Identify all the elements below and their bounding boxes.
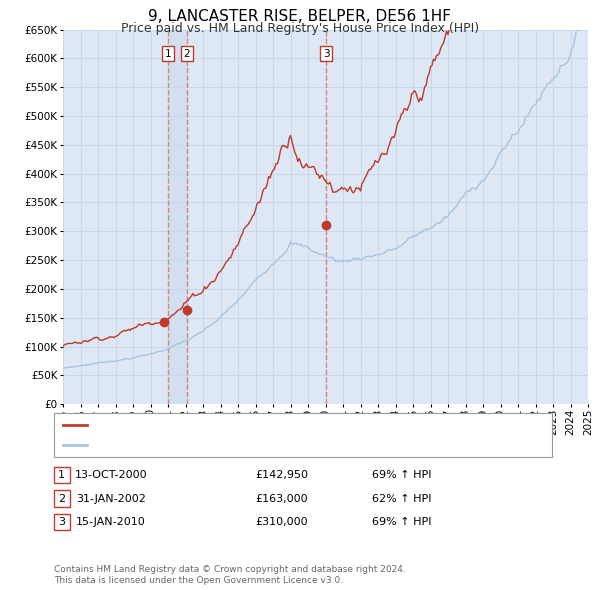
Text: £310,000: £310,000 [256,517,308,527]
Text: 13-OCT-2000: 13-OCT-2000 [74,470,148,480]
Text: 31-JAN-2002: 31-JAN-2002 [76,494,146,503]
Text: Contains HM Land Registry data © Crown copyright and database right 2024.
This d: Contains HM Land Registry data © Crown c… [54,565,406,585]
Text: 3: 3 [323,49,329,59]
Text: 2: 2 [58,494,65,503]
Text: 9, LANCASTER RISE, BELPER, DE56 1HF: 9, LANCASTER RISE, BELPER, DE56 1HF [149,9,452,24]
Text: 69% ↑ HPI: 69% ↑ HPI [372,517,432,527]
Text: Price paid vs. HM Land Registry's House Price Index (HPI): Price paid vs. HM Land Registry's House … [121,22,479,35]
Text: 15-JAN-2010: 15-JAN-2010 [76,517,146,527]
Text: 62% ↑ HPI: 62% ↑ HPI [372,494,432,503]
Text: 3: 3 [58,517,65,527]
Text: £163,000: £163,000 [256,494,308,503]
Text: £142,950: £142,950 [256,470,308,480]
Text: 69% ↑ HPI: 69% ↑ HPI [372,470,432,480]
Text: 1: 1 [58,470,65,480]
Text: 9, LANCASTER RISE, BELPER, DE56 1HF (detached house): 9, LANCASTER RISE, BELPER, DE56 1HF (det… [91,421,413,430]
Text: 2: 2 [184,49,190,59]
Bar [168,30,187,404]
Text: HPI: Average price, detached house, Amber Valley: HPI: Average price, detached house, Ambe… [91,440,371,450]
Text: 1: 1 [164,49,172,59]
